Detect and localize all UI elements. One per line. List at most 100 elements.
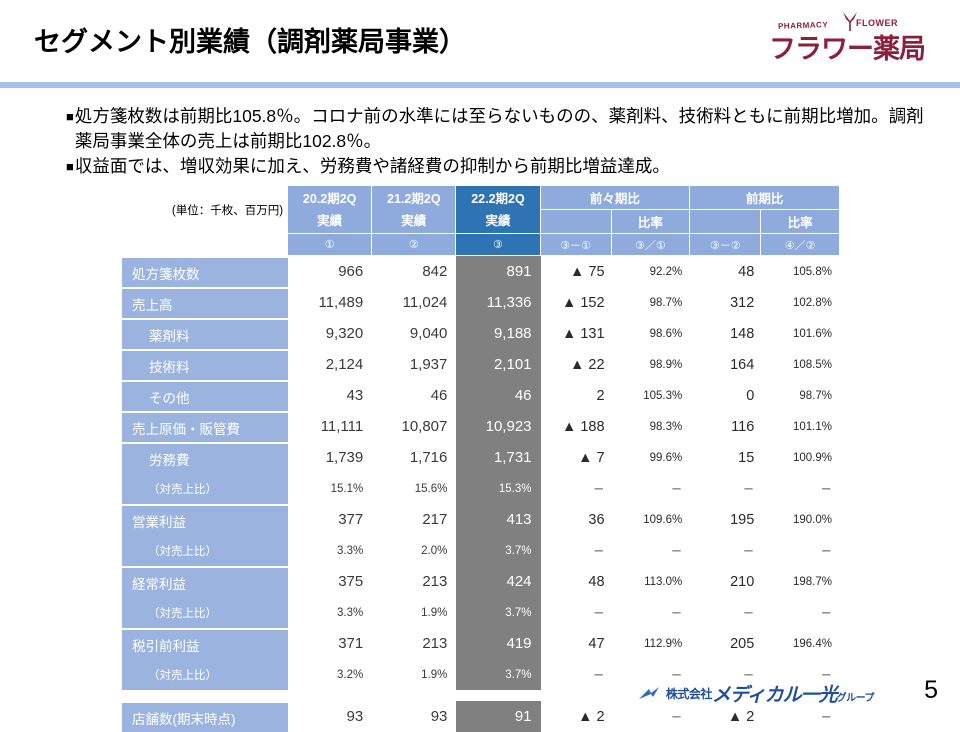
cell-cmp1-ratio: 105.3% (611, 380, 691, 411)
row-label: 売上高 (122, 287, 289, 318)
table-head: (単位：千枚、百万円) 20.2期2Q 実績 21.2期2Q 実績 22.2期2… (122, 186, 840, 256)
row-label: 売上原価・販管費 (122, 411, 289, 442)
cell-cmp2-diff: 195 (690, 504, 762, 535)
row-label: 労務費 (122, 442, 289, 473)
cell-cmp2-diff: 164 (690, 349, 762, 380)
brand-subtitle-left: PHARMACY (777, 20, 829, 31)
row-label: （対売上比） (122, 535, 289, 566)
row-label: その他 (122, 380, 289, 411)
cell-y3-highlight: 15.3% (456, 473, 541, 504)
cell-y3-highlight: 424 (456, 566, 541, 597)
cell-cmp2-ratio: 105.8% (761, 256, 840, 287)
corp-name: メディカル一光 (711, 685, 838, 706)
cell-cmp1-diff: ▲ 188 (540, 411, 612, 442)
cell-y3-highlight: 46 (456, 380, 541, 411)
row-label: （対売上比） (122, 473, 289, 504)
cell-cmp1-ratio: 98.6% (611, 318, 691, 349)
table-row: 税引前利益 371 213 419 47 112.9% 205 196.4% (122, 628, 840, 659)
cell-cmp1-ratio: 113.0% (611, 566, 691, 597)
cell-y1: 371 (288, 628, 373, 659)
corporate-logo: 株式会社 メディカル一光 グループ (638, 680, 875, 707)
cell-cmp1-ratio: 98.3% (611, 411, 691, 442)
cell-cmp1-ratio: 98.7% (611, 287, 691, 318)
slide-footer: 株式会社 メディカル一光 グループ 5 (0, 676, 960, 720)
cell-cmp1-ratio: 92.2% (611, 256, 691, 287)
slide-header: セグメント別業績（調剤薬局事業） PHARMACY FLOWER フラワー薬局 (0, 0, 960, 88)
cell-cmp1-ratio: 98.9% (611, 349, 691, 380)
cell-cmp2-ratio: 100.9% (761, 442, 840, 473)
col-header-y2-line1: 21.2期2Q (387, 191, 441, 206)
cell-y2: 217 (372, 504, 457, 535)
table-row: 技術料 2,124 1,937 2,101 ▲ 22 98.9% 164 108.5% (122, 349, 840, 380)
col-header-y3: 22.2期2Q 実績 (456, 186, 541, 234)
cell-y2: 213 (372, 628, 457, 659)
table-row: 薬剤料 9,320 9,040 9,188 ▲ 131 98.6% 148 101.6% (122, 318, 840, 349)
cell-y3-highlight: 3.7% (456, 535, 541, 566)
cell-cmp1-diff: － (540, 473, 612, 504)
cell-y2: 1.9% (372, 597, 457, 628)
corp-suffix: グループ (836, 693, 875, 704)
cell-y1: 1,739 (288, 442, 373, 473)
cell-cmp2-ratio: 98.7% (761, 380, 840, 411)
table-row: 営業利益 377 217 413 36 109.6% 195 190.0% (122, 504, 840, 535)
col-header-cmp2-group: 前期比 (690, 186, 840, 210)
col-header-cmp2-ratio: 比率 (761, 210, 840, 234)
cell-cmp2-diff: 15 (690, 442, 762, 473)
cell-cmp1-ratio: 112.9% (611, 628, 691, 659)
col-header-cmp1-group: 前々期比 (540, 186, 691, 210)
bullet-item: ■ 収益面では、増収効果に加え、労務費や諸経費の抑制から前期比増益達成。 (66, 154, 926, 179)
cell-y3-highlight: 419 (456, 628, 541, 659)
cell-cmp1-diff: ▲ 75 (540, 256, 612, 287)
table-body: 処方箋枚数 966 842 891 ▲ 75 92.2% 48 105.8% 売上高 11,489… (122, 256, 840, 732)
col-header-y3-line1: 22.2期2Q (471, 191, 525, 206)
cell-y2: 15.6% (372, 473, 457, 504)
col-header-cmp1-diff-blank (540, 210, 612, 234)
bullet-item: ■ 処方箋枚数は前期比105.8％。コロナ前の水準には至らないものの、薬剤料、技… (66, 104, 926, 154)
row-label: 薬剤料 (122, 318, 289, 349)
formula-cmp1-diff: ③－① (540, 234, 612, 256)
cell-cmp1-ratio: － (611, 597, 691, 628)
bullet-marker-icon: ■ (66, 159, 74, 174)
cell-cmp2-diff: － (690, 597, 762, 628)
cell-y1: 43 (288, 380, 373, 411)
cell-cmp2-ratio: 101.6% (761, 318, 840, 349)
table-row: （対売上比） 3.3% 1.9% 3.7% －－－－ (122, 597, 840, 628)
col-header-y3-line2: 実績 (485, 213, 511, 228)
bullet-marker-icon: ■ (66, 109, 74, 124)
cell-cmp1-diff: 47 (540, 628, 612, 659)
table-row: その他 43 46 46 2 105.3% 0 98.7% (122, 380, 840, 411)
summary-bullets: ■ 処方箋枚数は前期比105.8％。コロナ前の水準には至らないものの、薬剤料、技… (66, 104, 926, 179)
cell-cmp1-ratio: － (611, 535, 691, 566)
row-label: 技術料 (122, 349, 289, 380)
brand-subtitle-right: FLOWER (856, 18, 898, 28)
cell-cmp2-ratio: － (761, 473, 840, 504)
tulip-icon (843, 12, 857, 31)
table-row: （対売上比） 3.3% 2.0% 3.7% －－－－ (122, 535, 840, 566)
cell-y1: 9,320 (288, 318, 373, 349)
cell-cmp1-diff: 36 (540, 504, 612, 535)
col-header-y1: 20.2期2Q 実績 (288, 186, 373, 234)
col-header-y2: 21.2期2Q 実績 (372, 186, 457, 234)
cell-y1: 3.3% (288, 597, 373, 628)
cell-y1: 375 (288, 566, 373, 597)
cell-cmp1-ratio: － (611, 659, 691, 690)
col-header-y1-line2: 実績 (317, 213, 343, 228)
table-row: 売上高 11,489 11,024 11,336 ▲ 152 98.7% 312 102.8% (122, 287, 840, 318)
cell-cmp2-diff: 48 (690, 256, 762, 287)
cell-cmp2-diff: － (690, 659, 762, 690)
row-label: （対売上比） (122, 659, 289, 690)
cell-y2: 842 (372, 256, 457, 287)
cell-cmp1-diff: ▲ 22 (540, 349, 612, 380)
cell-cmp1-diff: 48 (540, 566, 612, 597)
circled-num-y1: ① (288, 234, 373, 256)
cell-cmp1-diff: － (540, 597, 612, 628)
cell-y2: 2.0% (372, 535, 457, 566)
cell-cmp2-diff: 210 (690, 566, 762, 597)
cell-cmp1-diff: ▲ 152 (540, 287, 612, 318)
cell-y3-highlight: 9,188 (456, 318, 541, 349)
cell-cmp2-diff: 116 (690, 411, 762, 442)
table-row-spacer (122, 690, 840, 701)
cell-y1: 2,124 (288, 349, 373, 380)
formula-cmp2-diff: ③－② (690, 234, 762, 256)
cell-cmp2-ratio: 190.0% (761, 504, 840, 535)
